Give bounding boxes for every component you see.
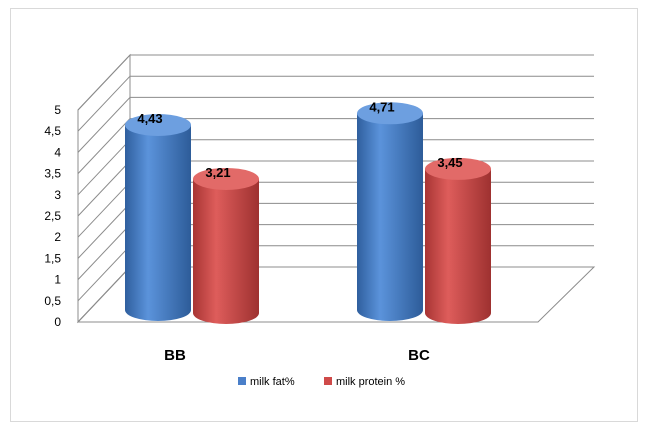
- bar-milk-protein--bc: 3,45: [425, 155, 491, 324]
- bar-milk-fat--bb: 4,43: [125, 111, 191, 322]
- category-label: BB: [164, 347, 186, 364]
- gridline: [77, 75, 594, 132]
- legend: milk fat% milk protein %: [238, 376, 405, 388]
- cylinder-top: [193, 167, 259, 190]
- gridline: [77, 54, 594, 111]
- data-label: 4,43: [137, 111, 162, 126]
- y-tick-label: 4,5: [44, 124, 61, 138]
- data-label: 3,21: [205, 165, 230, 180]
- y-tick-label: 3,5: [44, 167, 61, 181]
- gridline: [77, 96, 594, 153]
- data-label: 4,71: [369, 99, 394, 114]
- bars: 4,43 4,71 3,21 3,45: [125, 99, 491, 324]
- y-tick-label: 0: [54, 315, 61, 329]
- cylinder-top: [125, 113, 191, 136]
- y-tick-label: 4: [54, 145, 61, 159]
- y-tick-label: 5: [54, 103, 61, 117]
- cylinder-body: [357, 113, 423, 321]
- y-tick-label: 1: [54, 273, 61, 287]
- cylinder-body: [193, 178, 259, 324]
- y-tick-label: 2,5: [44, 209, 61, 223]
- legend-swatch: [238, 377, 246, 385]
- cylinder-top: [425, 157, 491, 180]
- legend-label: milk fat%: [250, 376, 295, 388]
- legend-swatch: [324, 377, 332, 385]
- cylinder-top: [357, 102, 423, 125]
- y-tick-label: 0,5: [44, 294, 61, 308]
- y-axis-ticks: 0 0,5 1 1,5 2 2,5 3 3,5 4 4,5 5: [44, 103, 61, 329]
- category-label: BC: [408, 347, 430, 364]
- category-labels: BB BC: [164, 347, 430, 364]
- y-tick-label: 1,5: [44, 251, 61, 265]
- y-tick-label: 2: [54, 230, 61, 244]
- data-label: 3,45: [437, 155, 462, 170]
- bar-milk-fat--bc: 4,71: [357, 99, 423, 321]
- y-tick-label: 3: [54, 188, 61, 202]
- cylinder-body: [125, 124, 191, 322]
- chart-frame: [10, 8, 638, 422]
- bar-milk-protein--bb: 3,21: [193, 165, 259, 324]
- legend-label: milk protein %: [336, 376, 405, 388]
- gridline: [77, 118, 594, 174]
- cylinder-body: [425, 168, 491, 324]
